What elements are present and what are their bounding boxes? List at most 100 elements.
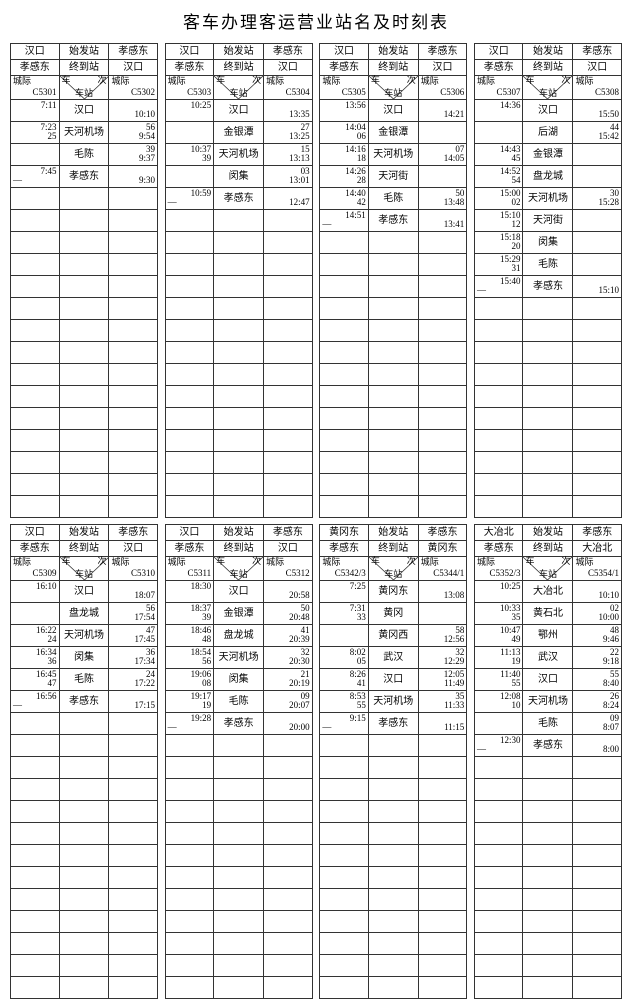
header-code-row: 城际C5352/3 车 次 车站 城际C5354/1 bbox=[474, 557, 621, 581]
empty-row bbox=[165, 889, 312, 911]
diag-header: 车 次 车站 bbox=[59, 76, 109, 100]
diag-header: 车 次 车站 bbox=[368, 557, 418, 581]
time-cell-right: 2120:19 bbox=[264, 669, 313, 691]
time-cell-right: 20:00 bbox=[264, 713, 313, 735]
empty-row bbox=[474, 496, 621, 518]
station-cell: 盘龙城 bbox=[59, 603, 109, 625]
term-right: 汉口 bbox=[109, 541, 158, 557]
empty-row bbox=[11, 452, 158, 474]
empty-row bbox=[165, 977, 312, 999]
head-left: 大冶北 bbox=[474, 525, 523, 541]
code-right: 城际C5306 bbox=[418, 76, 467, 100]
term-left: 孝感东 bbox=[474, 60, 523, 76]
time-cell-left: 8:0205 bbox=[320, 647, 369, 669]
time-cell-left: 12:0810 bbox=[474, 691, 523, 713]
term-left: 孝感东 bbox=[320, 541, 369, 557]
time-cell-left: 12:30— bbox=[474, 735, 523, 757]
head-left: 黄冈东 bbox=[320, 525, 369, 541]
empty-row bbox=[320, 845, 467, 867]
term-right: 汉口 bbox=[418, 60, 467, 76]
data-row: 12:0810 天河机场 268:24 bbox=[474, 691, 621, 713]
time-cell-right: 268:24 bbox=[573, 691, 622, 713]
data-row: 10:3335 黄石北 0210:00 bbox=[474, 603, 621, 625]
data-row: 闵集 0313:01 bbox=[165, 166, 312, 188]
empty-row bbox=[320, 452, 467, 474]
empty-row bbox=[11, 254, 158, 276]
data-row: 11:1319 武汉 229:18 bbox=[474, 647, 621, 669]
empty-row bbox=[165, 386, 312, 408]
time-cell-left: 14:4345 bbox=[474, 144, 523, 166]
empty-row bbox=[474, 430, 621, 452]
time-cell-left: 14:2628 bbox=[320, 166, 369, 188]
data-row: 14:0406 金银潭 bbox=[320, 122, 467, 144]
time-cell-right: 399:37 bbox=[109, 144, 158, 166]
empty-row bbox=[11, 735, 158, 757]
data-row: 18:4648 盘龙城 4120:39 bbox=[165, 625, 312, 647]
data-row: 14:36 汉口 15:50 bbox=[474, 100, 621, 122]
time-cell-right: 3617:34 bbox=[109, 647, 158, 669]
empty-row bbox=[320, 364, 467, 386]
diag-header: 车 次 车站 bbox=[523, 557, 573, 581]
empty-row bbox=[11, 801, 158, 823]
timetable-panel-6: 黄冈东 始发站 孝感东 孝感东 终到站 黄冈东 城际C5342/3 车 次 车站… bbox=[319, 524, 467, 999]
timetable: 汉口 始发站 孝感东 孝感东 终到站 汉口 城际C5307 车 次 车站 城际C… bbox=[474, 43, 622, 518]
head-origin-label: 始发站 bbox=[214, 44, 264, 60]
time-cell-left: 15:1012 bbox=[474, 210, 523, 232]
data-row: 18:5456 天河机场 3220:30 bbox=[165, 647, 312, 669]
time-cell-right: 3511:33 bbox=[418, 691, 467, 713]
empty-row bbox=[320, 342, 467, 364]
empty-row bbox=[320, 867, 467, 889]
term-left: 孝感东 bbox=[320, 60, 369, 76]
time-cell-left: 7:25 bbox=[320, 581, 369, 603]
time-cell-right: 17:15 bbox=[109, 691, 158, 713]
header-code-row: 城际C5305 车 次 车站 城际C5306 bbox=[320, 76, 467, 100]
station-cell: 汉口 bbox=[59, 100, 109, 122]
time-cell-left: 16:3436 bbox=[11, 647, 60, 669]
time-cell-left: 10:59— bbox=[165, 188, 214, 210]
head-left: 汉口 bbox=[11, 44, 60, 60]
station-cell: 毛陈 bbox=[368, 188, 418, 210]
data-row: 15:2931 毛陈 bbox=[474, 254, 621, 276]
empty-row bbox=[474, 342, 621, 364]
time-cell-right: 13:08 bbox=[418, 581, 467, 603]
station-cell: 盘龙城 bbox=[523, 166, 573, 188]
time-cell-right: 0210:00 bbox=[573, 603, 622, 625]
empty-row bbox=[474, 845, 621, 867]
empty-row bbox=[165, 342, 312, 364]
empty-row bbox=[320, 823, 467, 845]
header-terminal-row: 孝感东 终到站 汉口 bbox=[474, 60, 621, 76]
empty-row bbox=[165, 801, 312, 823]
data-row: 7:2325 天河机场 569:54 bbox=[11, 122, 158, 144]
station-cell: 天河街 bbox=[523, 210, 573, 232]
data-row: 盘龙城 5617:54 bbox=[11, 603, 158, 625]
data-row: 16:56— 孝感东 17:15 bbox=[11, 691, 158, 713]
data-row: 13:56 汉口 14:21 bbox=[320, 100, 467, 122]
head-origin-label: 始发站 bbox=[523, 44, 573, 60]
time-cell-left: 15:2931 bbox=[474, 254, 523, 276]
empty-row bbox=[474, 955, 621, 977]
time-cell-left: 10:25 bbox=[165, 100, 214, 122]
time-cell-left: 8:5355 bbox=[320, 691, 369, 713]
station-cell: 孝感东 bbox=[523, 735, 573, 757]
code-left: 城际C5303 bbox=[165, 76, 214, 100]
time-cell-left: 10:4749 bbox=[474, 625, 523, 647]
data-row: 16:4547 毛陈 2417:22 bbox=[11, 669, 158, 691]
code-right: 城际C5304 bbox=[264, 76, 313, 100]
diag-header: 车 次 车站 bbox=[368, 76, 418, 100]
head-terminal-label: 终到站 bbox=[214, 60, 264, 76]
head-terminal-label: 终到站 bbox=[59, 60, 109, 76]
data-row: 9:15— 孝感东 11:15 bbox=[320, 713, 467, 735]
empty-row bbox=[165, 408, 312, 430]
time-cell-left: 16:2224 bbox=[11, 625, 60, 647]
time-cell-right bbox=[418, 122, 467, 144]
empty-row bbox=[11, 320, 158, 342]
empty-row bbox=[165, 320, 312, 342]
time-cell-left: 15:1820 bbox=[474, 232, 523, 254]
head-origin-label: 始发站 bbox=[214, 525, 264, 541]
head-left: 汉口 bbox=[165, 525, 214, 541]
time-cell-right: 13:35 bbox=[264, 100, 313, 122]
head-right: 孝感东 bbox=[109, 525, 158, 541]
time-cell-right: 229:18 bbox=[573, 647, 622, 669]
data-row: 15:40— 孝感东 15:10 bbox=[474, 276, 621, 298]
empty-row bbox=[165, 474, 312, 496]
